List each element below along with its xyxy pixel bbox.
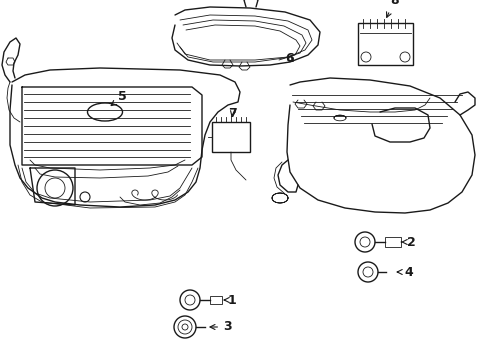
Bar <box>209 296 222 304</box>
Text: 7: 7 <box>227 108 236 121</box>
Text: 6: 6 <box>285 51 293 64</box>
Text: 2: 2 <box>401 235 415 248</box>
Bar <box>212 122 249 152</box>
Text: 8: 8 <box>386 0 398 17</box>
Text: 4: 4 <box>396 265 412 279</box>
Text: 3: 3 <box>209 320 231 333</box>
Text: 5: 5 <box>111 90 126 105</box>
Bar <box>357 23 412 65</box>
Text: 1: 1 <box>224 293 236 306</box>
Bar <box>384 237 400 247</box>
